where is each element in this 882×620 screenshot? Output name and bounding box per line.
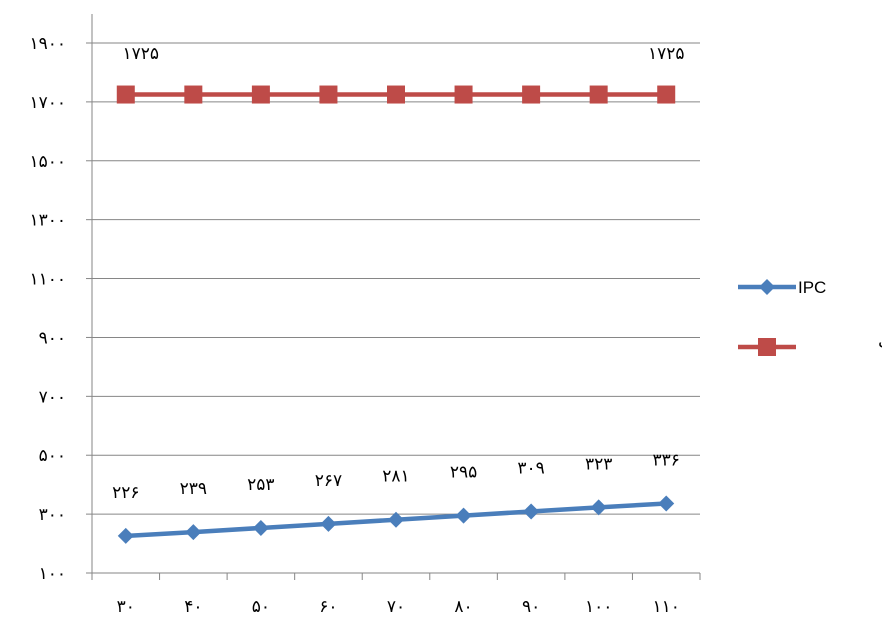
y-tick-label: ۳۰۰ xyxy=(39,505,66,525)
y-tick-label: ۱۰۰ xyxy=(39,564,66,584)
x-tick-label: ۳۰ xyxy=(117,597,135,617)
x-tick-label: ۶۰ xyxy=(319,597,337,617)
x-tick-label: ۵۰ xyxy=(252,597,270,617)
y-tick-label: ۷۰۰ xyxy=(39,387,66,407)
legend-label: بیع متقابل xyxy=(878,330,882,350)
legend-marker-square xyxy=(758,338,776,356)
data-point-diamond xyxy=(455,507,472,524)
x-tick-label: ۷۰ xyxy=(387,597,405,617)
y-axis-tick-labels: ۱۰۰ ۳۰۰ ۵۰۰ ۷۰۰ ۹۰۰ ۱۱۰۰ ۱۳۰۰ ۱۵۰۰ ۱۷۰۰ ۱۹۰۰ xyxy=(29,34,66,584)
series-group xyxy=(116,85,676,544)
data-point-diamond xyxy=(523,503,540,520)
data-point-diamond xyxy=(252,519,269,536)
y-tick-label: ۱۷۰۰ xyxy=(29,93,66,113)
y-tick-label: ۱۵۰۰ xyxy=(29,152,66,172)
y-tick-label: ۱۹۰۰ xyxy=(29,34,66,54)
data-label: ۲۹۵ xyxy=(450,463,477,483)
data-label: ۳۳۶ xyxy=(653,451,680,471)
data-point-diamond xyxy=(185,524,202,541)
data-point-square xyxy=(387,85,405,104)
data-label: ۲۲۶ xyxy=(112,483,139,503)
data-point-diamond xyxy=(388,511,404,528)
data-point-diamond xyxy=(658,495,675,512)
x-tick-label: ۱۰۰ xyxy=(585,597,612,617)
legend-label: IPC xyxy=(798,278,826,297)
x-tick-label: ۱۱۰ xyxy=(653,597,680,617)
data-label: ۲۶۷ xyxy=(315,471,342,491)
gridlines xyxy=(92,42,700,515)
legend-item-ipc: IPC xyxy=(738,278,826,297)
series-ipc xyxy=(117,495,675,544)
y-tick-label: ۵۰۰ xyxy=(39,446,66,466)
legend-item-buyback: بیع متقابل xyxy=(738,330,882,356)
data-label: ۳۲۳ xyxy=(585,454,612,474)
series-buyback xyxy=(116,85,676,104)
y-tick-label: ۱۱۰۰ xyxy=(29,270,66,290)
data-point-diamond xyxy=(320,515,337,532)
axes xyxy=(86,14,701,580)
data-point-square xyxy=(454,85,473,104)
y-tick-label: ۱۳۰۰ xyxy=(29,211,66,231)
data-label: ۲۳۹ xyxy=(180,479,207,499)
data-label: ۱۷۲۵ xyxy=(123,44,160,64)
data-point-diamond xyxy=(590,499,607,516)
x-tick-label: ۴۰ xyxy=(184,597,202,617)
data-labels: ۲۲۶ ۲۳۹ ۲۵۳ ۲۶۷ ۲۸۱ ۲۹۵ ۳۰۹ ۳۲۳ ۳۳۶ ۱۷۲۵ ۱۷۲۵ xyxy=(112,44,684,503)
legend-marker-diamond xyxy=(759,279,775,295)
legend: IPC بیع متقابل xyxy=(738,278,882,356)
x-tick-label: ۹۰ xyxy=(522,597,540,617)
data-point-diamond xyxy=(117,527,134,544)
data-point-square xyxy=(319,85,338,104)
data-point-square xyxy=(116,85,135,104)
data-point-square xyxy=(589,85,608,104)
data-point-square xyxy=(184,85,203,104)
x-axis-tick-labels: ۳۰ ۴۰ ۵۰ ۶۰ ۷۰ ۸۰ ۹۰ ۱۰۰ ۱۱۰ xyxy=(117,597,680,617)
data-label: ۲۸۱ xyxy=(382,467,409,487)
x-tick-label: ۸۰ xyxy=(454,597,472,617)
data-label: ۲۵۳ xyxy=(247,475,274,495)
data-point-square xyxy=(251,85,270,104)
data-label: ۱۷۲۵ xyxy=(648,44,685,64)
y-tick-label: ۹۰۰ xyxy=(39,328,66,348)
data-label: ۳۰۹ xyxy=(517,458,544,478)
data-point-square xyxy=(522,85,541,104)
data-point-square xyxy=(657,85,676,104)
